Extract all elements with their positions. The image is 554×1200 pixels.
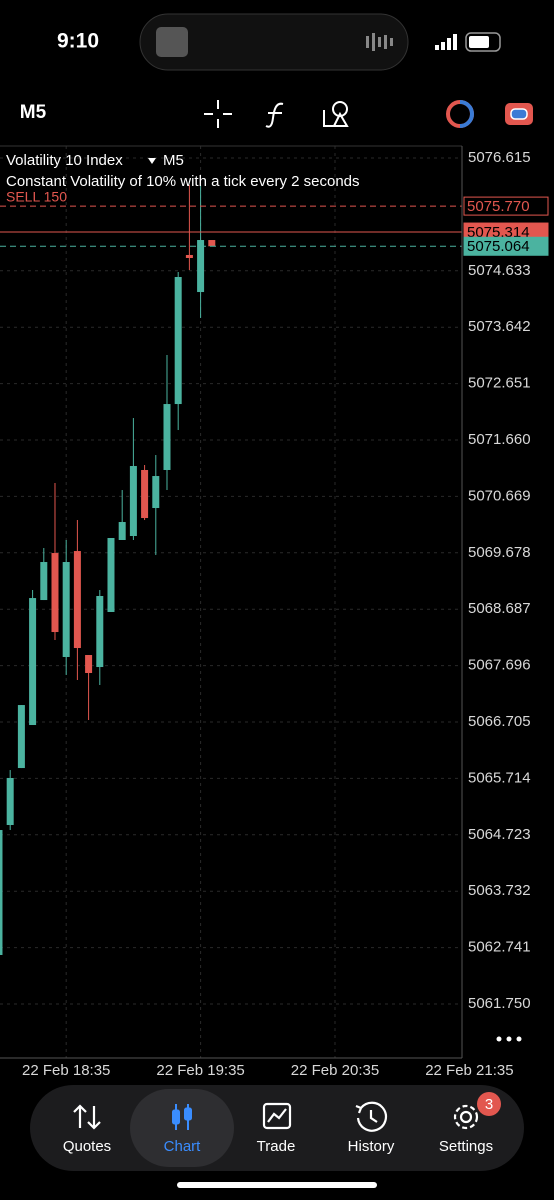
objects-icon[interactable] <box>323 101 349 127</box>
y-tick-label: 5063.732 <box>468 882 531 899</box>
candle-body <box>185 254 193 259</box>
y-tick-label: 5073.642 <box>468 318 531 335</box>
dynamic-island <box>139 13 409 71</box>
y-tick-label: 5074.633 <box>468 262 531 279</box>
quotes-icon <box>73 1104 101 1130</box>
x-tick-label: 22 Feb 18:35 <box>22 1062 110 1079</box>
tab-label[interactable]: Chart <box>164 1138 202 1155</box>
y-tick-label: 5069.678 <box>468 544 531 561</box>
candle-body <box>163 404 171 470</box>
signal-icon <box>435 34 457 50</box>
battery-level <box>469 36 489 48</box>
y-tick-label: 5070.669 <box>468 487 531 504</box>
candle-body <box>73 551 81 649</box>
y-tick-label: 5065.714 <box>468 769 531 786</box>
price-tag <box>463 196 549 216</box>
candle-body <box>85 655 93 673</box>
indicators-icon[interactable] <box>265 102 284 128</box>
price-tag-label: 5075.314 <box>467 224 530 241</box>
candle-body <box>118 522 126 540</box>
y-tick-label: 5062.741 <box>468 939 531 956</box>
candle-body <box>62 562 70 658</box>
chart-timeframe: M5 <box>163 152 184 169</box>
order-annotation: SELL 150 <box>6 189 67 205</box>
home-indicator <box>177 1182 377 1188</box>
candle-body <box>51 553 59 633</box>
y-tick-label: 5067.696 <box>468 657 531 674</box>
candle-body <box>197 240 205 293</box>
chart-subtitle: Constant Volatility of 10% with a tick e… <box>6 173 360 190</box>
y-tick-label: 5061.750 <box>468 995 531 1012</box>
settings-icon <box>453 1104 479 1130</box>
candle-body <box>17 705 25 769</box>
candle-body <box>141 469 149 519</box>
chart-icon <box>172 1104 192 1130</box>
candle-body <box>152 476 160 509</box>
y-tick-label: 5064.723 <box>468 826 531 843</box>
timeframe-button[interactable]: M5 <box>20 102 47 123</box>
candle-body <box>174 277 182 405</box>
y-tick-label: 5071.660 <box>468 431 531 448</box>
account-icon-half <box>459 100 474 128</box>
crosshair-icon[interactable] <box>204 100 232 128</box>
dropdown-arrow <box>148 158 156 164</box>
price-tag <box>463 236 549 256</box>
x-tick-label: 22 Feb 19:35 <box>156 1062 244 1079</box>
tab-label[interactable]: Settings <box>439 1138 493 1155</box>
status-time: 9:10 <box>57 30 99 53</box>
candle-body <box>0 830 3 955</box>
badge-count: 3 <box>485 1096 493 1113</box>
y-tick-label: 5066.705 <box>468 713 531 730</box>
tab-active-bg <box>130 1089 234 1167</box>
candle-body <box>29 598 37 726</box>
trade-tab-icon <box>262 1102 292 1130</box>
y-tick-label: 5076.615 <box>468 149 531 166</box>
tab-label[interactable]: Quotes <box>63 1138 111 1155</box>
tab-label[interactable]: History <box>348 1138 395 1155</box>
x-tick-label: 22 Feb 20:35 <box>291 1062 379 1079</box>
candle-body <box>129 466 137 537</box>
candle-body <box>6 777 14 826</box>
album-art <box>156 27 188 57</box>
candle-body <box>208 240 216 247</box>
history-icon <box>355 1101 388 1132</box>
candle-body <box>107 538 115 612</box>
tab-label[interactable]: Trade <box>257 1138 296 1155</box>
symbol-title[interactable]: Volatility 10 Index <box>6 152 123 169</box>
price-tag-label: 5075.064 <box>467 238 530 255</box>
x-tick-label: 22 Feb 21:35 <box>425 1062 513 1079</box>
settings-badge <box>477 1092 501 1116</box>
audio-wave <box>366 33 393 51</box>
price-tag-label: 5075.770 <box>467 198 530 215</box>
candle-body <box>40 562 48 601</box>
more-button[interactable] <box>496 1036 522 1042</box>
y-tick-label: 5068.687 <box>468 600 531 617</box>
y-tick-label: 5072.651 <box>468 375 531 392</box>
candle-body <box>96 595 104 668</box>
battery <box>465 32 501 52</box>
chart: 5076.615 5074.633 5073.642 5072.651 5071.660… <box>0 146 549 1079</box>
trade-icon-inner <box>510 108 528 120</box>
